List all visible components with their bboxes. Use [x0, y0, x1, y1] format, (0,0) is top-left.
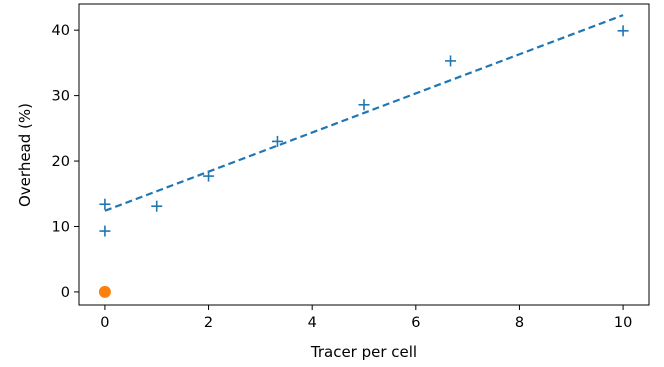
y-tick-label: 40 [52, 23, 70, 39]
data-point-plus [99, 198, 111, 210]
x-tick-label: 10 [614, 315, 632, 331]
data-point-plus [151, 200, 163, 212]
data-point-plus [617, 25, 629, 37]
data-point-plus [203, 170, 215, 182]
fit-line [104, 14, 624, 212]
y-tick-label: 0 [61, 285, 70, 301]
x-axis: 0 2 4 6 8 10 [100, 305, 632, 331]
data-point-circle [98, 285, 111, 298]
x-tick-label: 0 [100, 315, 109, 331]
data-point-plus [271, 135, 283, 147]
data-marks [98, 14, 629, 298]
y-tick-label: 20 [52, 154, 70, 170]
y-tick-label: 30 [52, 89, 70, 105]
x-tick-label: 6 [411, 315, 420, 331]
axes-frame [78, 3, 650, 306]
data-point-plus [99, 225, 111, 237]
x-axis-label: Tracer per cell [310, 343, 417, 361]
data-point-plus [358, 99, 370, 111]
x-tick-label: 4 [308, 315, 317, 331]
y-tick-label: 10 [52, 219, 70, 235]
y-axis-label: Overhead (%) [16, 103, 34, 207]
x-tick-label: 8 [515, 315, 524, 331]
data-point-plus [445, 55, 457, 67]
x-tick-label: 2 [204, 315, 213, 331]
plot-area [78, 3, 650, 306]
y-axis: 0 10 20 30 40 [52, 23, 79, 301]
